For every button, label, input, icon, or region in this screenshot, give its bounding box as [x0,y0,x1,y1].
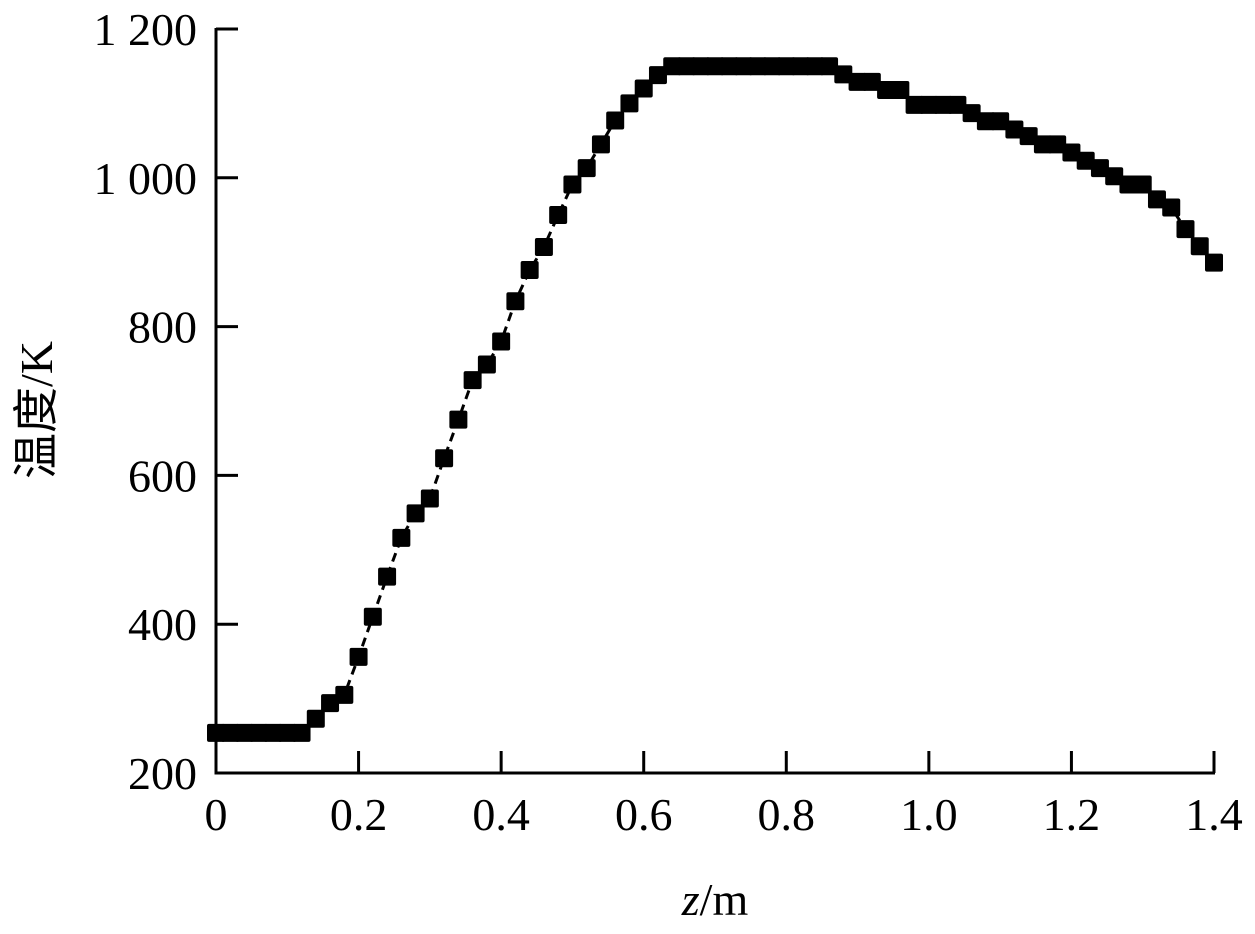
data-point-marker [221,723,240,742]
data-point-marker [1076,151,1095,170]
data-point-marker [1062,143,1081,162]
data-point-marker [292,723,311,742]
data-point-marker [905,95,924,114]
data-point-marker [363,607,382,626]
data-point-marker [378,567,397,586]
data-point-marker [1133,175,1152,194]
data-point-marker [1105,167,1124,186]
data-point-marker [763,57,782,76]
data-point-marker [620,94,639,113]
data-point-marker [1033,135,1052,154]
y-tick-label: 1 000 [94,153,198,204]
x-tick-label: 0.8 [758,789,816,840]
data-point-marker [805,57,824,76]
data-point-marker [435,449,454,468]
data-point-marker [834,65,853,84]
data-point-marker [420,489,439,508]
data-point-marker [549,206,568,224]
data-point-marker [506,292,525,311]
data-point-marker [748,57,767,76]
data-point-marker [919,95,938,114]
x-axis-label: z/m [681,874,749,925]
data-point-marker [1190,237,1209,256]
data-point-marker [1162,198,1181,217]
data-point-marker [477,355,496,374]
x-tick-label: 0.2 [330,789,388,840]
data-point-marker [406,504,425,523]
data-point-marker [591,135,610,154]
data-point-marker [934,95,953,114]
data-point-marker [349,647,368,666]
data-point-marker [791,57,810,76]
y-tick-label: 400 [128,599,197,650]
data-point-marker [235,723,254,742]
data-point-marker [392,528,411,547]
data-point-marker [520,261,539,280]
data-point-marker [534,237,553,256]
data-point-marker [991,112,1010,131]
x-tick-label: 0.6 [615,789,673,840]
data-point-marker [463,371,482,390]
data-point-marker [720,57,739,76]
data-point-marker [948,95,967,114]
x-tick-label: 0.4 [472,789,530,840]
data-point-marker [1147,190,1166,209]
data-point-marker [1048,135,1067,154]
data-point-marker [306,709,325,728]
data-point-marker [1205,253,1223,272]
data-point-marker [606,111,625,130]
data-point-marker [962,104,981,123]
data-point-marker [1176,220,1195,239]
axes [214,28,1215,775]
data-point-marker [1019,127,1038,146]
data-point-marker [691,57,710,76]
data-point-marker [734,57,753,76]
x-axis-ticks: 0 0.2 0.4 0.6 0.8 1.0 1.2 1.4 [205,751,1243,840]
data-point-marker [492,332,511,351]
data-point-marker [706,57,724,76]
data-point-marker [321,694,340,713]
x-tick-label: 1.0 [900,789,958,840]
data-point-marker [278,723,297,742]
y-tick-label: 800 [128,302,197,353]
data-point-marker [777,57,796,76]
data-point-marker [264,723,283,742]
data-point-marker [563,175,582,194]
data-point-marker [1005,120,1024,139]
data-line [216,64,1216,735]
data-point-marker [1090,159,1109,178]
data-point-marker [634,79,653,98]
y-tick-label: 200 [128,748,197,799]
data-point-marker [1119,175,1138,194]
data-point-marker [577,159,596,178]
data-point-marker [648,66,667,85]
x-tick-label: 0 [205,789,228,840]
y-axis-label: 温度/K [11,341,62,479]
data-point-marker [677,57,696,76]
data-point-marker [335,685,354,704]
data-point-marker [877,81,896,100]
data-point-marker [249,723,268,742]
data-point-marker [848,72,867,91]
data-markers [207,57,1223,742]
x-tick-label: 1.2 [1043,789,1101,840]
data-point-marker [976,112,995,131]
data-point-marker [862,72,881,91]
y-tick-label: 1 200 [94,4,198,55]
series-line [216,64,1216,735]
data-point-marker [820,57,839,76]
data-point-marker [449,410,468,429]
data-point-marker [663,57,682,76]
y-tick-label: 600 [128,450,197,501]
y-axis-ticks: 200 400 600 800 1 000 1 200 [94,4,238,799]
x-tick-label: 1.4 [1185,789,1243,840]
data-point-marker [891,81,910,100]
